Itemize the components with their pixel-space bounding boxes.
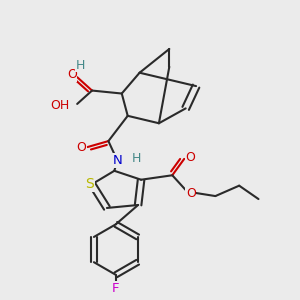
- Text: N: N: [112, 154, 122, 167]
- Text: F: F: [112, 282, 120, 295]
- Text: S: S: [85, 177, 94, 191]
- Text: H: H: [132, 152, 141, 165]
- Text: OH: OH: [50, 99, 70, 112]
- Text: H: H: [76, 59, 86, 72]
- Text: O: O: [186, 188, 196, 200]
- Text: O: O: [76, 140, 86, 154]
- Text: O: O: [185, 151, 195, 164]
- Text: O: O: [67, 68, 77, 81]
